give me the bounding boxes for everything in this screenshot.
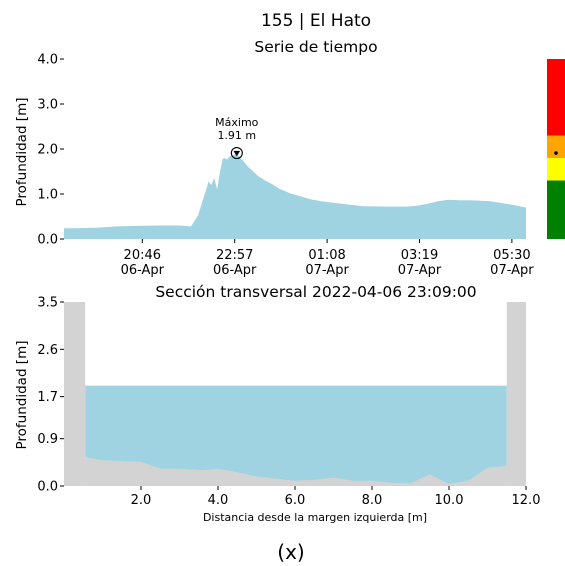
left-bank — [64, 302, 86, 486]
gauge-segment — [547, 158, 565, 181]
cross-section-x-label: Distancia desde la margen izquierda [m] — [203, 511, 427, 524]
x-tick-time: 22:57 — [216, 248, 253, 263]
x-tick-date: 07-Apr — [398, 263, 442, 278]
cross-section-chart: Sección transversal 2022-04-06 23:09:00 … — [14, 283, 540, 524]
gauge-segment — [547, 135, 565, 158]
x-tick-date: 06-Apr — [121, 263, 165, 278]
x-tick-date: 06-Apr — [213, 263, 257, 278]
timeseries-y-label: Profundidad [m] — [14, 98, 30, 207]
x-tick-date: 07-Apr — [305, 263, 349, 278]
x-tick-label: 8.0 — [362, 493, 383, 508]
figure-title: 155 | El Hato — [261, 11, 371, 31]
x-tick-label: 6.0 — [285, 493, 306, 508]
x-tick-label: 12.0 — [512, 493, 541, 508]
y-tick-label: 1.0 — [37, 188, 58, 203]
x-tick-date: 07-Apr — [490, 263, 534, 278]
y-tick-label: 2.6 — [37, 343, 58, 358]
cross-section-y-label: Profundidad [m] — [14, 341, 30, 450]
gauge-segment — [547, 180, 565, 239]
y-tick-label: 1.7 — [37, 390, 58, 405]
max-annotation-value: 1.91 m — [217, 129, 256, 142]
water-area — [85, 385, 507, 486]
max-annotation-label: Máximo — [215, 116, 259, 129]
y-tick-label: 0.9 — [37, 432, 58, 447]
max-annotation: Máximo 1.91 m — [215, 116, 259, 160]
max-marker-circle — [230, 147, 243, 160]
y-tick-label: 2.0 — [37, 143, 58, 158]
riverbed-ground-area — [85, 457, 507, 486]
cross-section-title: Sección transversal 2022-04-06 23:09:00 — [155, 283, 476, 301]
cross-section-y-axis: 0.0 0.9 1.7 2.6 3.5 — [37, 296, 64, 495]
timeseries-y-axis: 0.0 1.0 2.0 3.0 4.0 — [37, 53, 64, 248]
x-tick-label: 10.0 — [435, 493, 464, 508]
y-tick-label: 0.0 — [37, 233, 58, 248]
y-tick-label: 3.0 — [37, 98, 58, 113]
gauge-marker-dot — [554, 151, 558, 155]
y-tick-label: 0.0 — [37, 480, 58, 495]
timeseries-area — [64, 153, 526, 239]
gauge-segment — [547, 59, 565, 136]
timeseries-chart: Serie de tiempo 0.01.02.03.04.0 20:4606-… — [14, 38, 565, 278]
y-tick-label: 4.0 — [37, 53, 58, 68]
timeseries-x-axis: 20:4606-Apr22:5706-Apr01:0807-Apr03:1907… — [121, 239, 534, 278]
alert-level-gauge — [547, 59, 565, 239]
x-tick-time: 20:46 — [124, 248, 161, 263]
x-tick-time: 05:30 — [493, 248, 530, 263]
x-tick-label: 2.0 — [131, 493, 152, 508]
x-tick-label: 4.0 — [208, 493, 229, 508]
timeseries-title: Serie de tiempo — [254, 38, 377, 56]
right-bank — [506, 302, 526, 486]
max-marker-triangle-icon — [233, 150, 241, 157]
y-tick-label: 3.5 — [37, 296, 58, 311]
cross-section-x-axis: 2.0 4.0 6.0 8.0 10.0 12.0 — [131, 486, 541, 508]
x-tick-time: 01:08 — [308, 248, 345, 263]
x-tick-time: 03:19 — [401, 248, 438, 263]
figure-caption: (x) — [277, 540, 304, 564]
